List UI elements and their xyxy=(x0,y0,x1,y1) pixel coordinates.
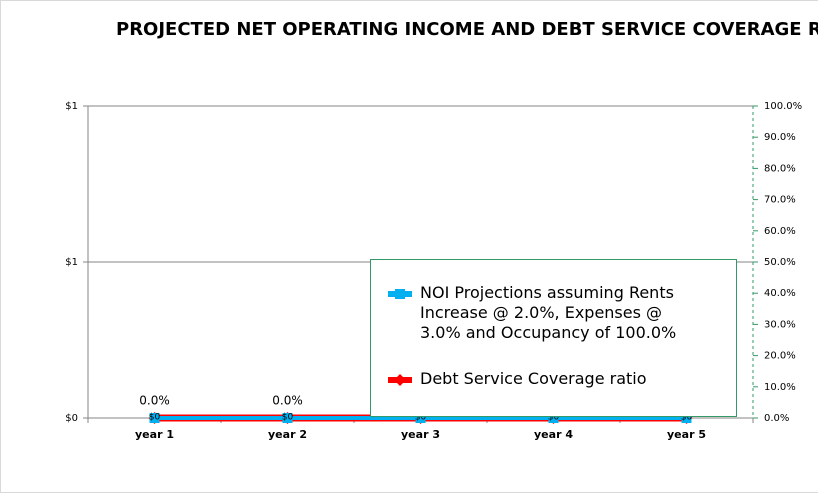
legend-label: NOI Projections assuming Rents Increase … xyxy=(420,283,677,342)
data-label: $0 xyxy=(149,413,161,423)
y-tick-label: $1 xyxy=(65,257,78,268)
x-tick-label: year 5 xyxy=(667,428,706,441)
marker xyxy=(415,413,426,423)
y2-tick-label: 50.0% xyxy=(764,257,796,268)
y2-tick-label: 80.0% xyxy=(764,163,796,174)
y2-tick-label: 100.0% xyxy=(764,101,802,112)
data-label: $0 xyxy=(681,413,693,423)
legend-entry: NOI Projections assuming Rents Increase … xyxy=(420,283,677,342)
legend-marker xyxy=(394,374,406,386)
data-label: 0.0% xyxy=(139,394,170,408)
x-tick-label: year 4 xyxy=(534,428,573,441)
y2-tick-label: 40.0% xyxy=(764,288,796,299)
y2-tick-label: 90.0% xyxy=(764,132,796,143)
y2-tick-label: 30.0% xyxy=(764,319,796,330)
chart-title: PROJECTED NET OPERATING INCOME AND DEBT … xyxy=(116,19,818,40)
legend-marker xyxy=(395,289,405,299)
y2-tick-label: 20.0% xyxy=(764,351,796,362)
y2-tick-label: 70.0% xyxy=(764,195,796,206)
y2-tick-label: 10.0% xyxy=(764,382,796,393)
x-tick-label: year 3 xyxy=(401,428,440,441)
x-tick-label: year 2 xyxy=(268,428,307,441)
data-label: $0 xyxy=(548,413,560,423)
legend-box xyxy=(370,259,737,417)
legend-entry: Debt Service Coverage ratio xyxy=(420,369,647,388)
marker xyxy=(548,413,559,423)
data-label: 0.0% xyxy=(272,394,303,408)
legend-label: Debt Service Coverage ratio xyxy=(420,369,647,388)
y-tick-label: $0 xyxy=(65,413,78,424)
y2-tick-label: 0.0% xyxy=(764,413,789,424)
marker xyxy=(681,413,692,423)
data-label: $0 xyxy=(282,413,294,423)
x-tick-label: year 1 xyxy=(135,428,174,441)
y2-tick-label: 60.0% xyxy=(764,226,796,237)
marker xyxy=(149,413,160,423)
data-label: $0 xyxy=(415,413,427,423)
y-tick-label: $1 xyxy=(65,101,78,112)
marker xyxy=(282,413,293,423)
